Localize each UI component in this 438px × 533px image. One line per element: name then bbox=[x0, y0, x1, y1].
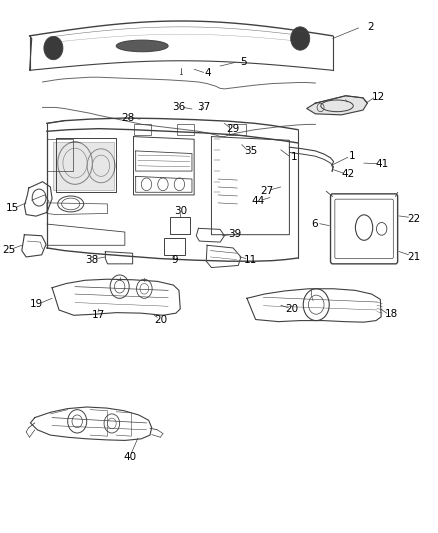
Bar bbox=[229, 124, 246, 135]
Bar bbox=[53, 142, 114, 190]
Text: 42: 42 bbox=[341, 169, 354, 179]
Text: 1: 1 bbox=[291, 152, 298, 162]
Text: 27: 27 bbox=[260, 185, 273, 196]
Text: 37: 37 bbox=[198, 102, 211, 112]
Text: 40: 40 bbox=[124, 453, 137, 463]
Text: 2: 2 bbox=[367, 22, 374, 32]
Ellipse shape bbox=[116, 40, 168, 52]
Bar bbox=[164, 238, 184, 255]
Bar bbox=[170, 216, 190, 233]
Text: 20: 20 bbox=[285, 304, 298, 314]
Text: 30: 30 bbox=[174, 206, 187, 216]
Text: 28: 28 bbox=[122, 112, 135, 123]
Text: 15: 15 bbox=[6, 203, 19, 213]
Text: 19: 19 bbox=[29, 298, 42, 309]
Text: 5: 5 bbox=[240, 57, 247, 67]
Text: 29: 29 bbox=[226, 124, 240, 134]
Text: 39: 39 bbox=[228, 229, 241, 239]
Text: 36: 36 bbox=[172, 102, 186, 112]
Text: 18: 18 bbox=[385, 309, 398, 319]
Bar bbox=[134, 124, 151, 135]
Text: 17: 17 bbox=[92, 310, 105, 320]
Text: 44: 44 bbox=[251, 196, 265, 206]
Text: 20: 20 bbox=[154, 314, 167, 325]
Polygon shape bbox=[307, 96, 367, 115]
Text: 25: 25 bbox=[3, 245, 16, 255]
Text: 4: 4 bbox=[205, 69, 211, 78]
Text: 9: 9 bbox=[171, 255, 177, 265]
Text: 21: 21 bbox=[407, 252, 420, 262]
Circle shape bbox=[44, 36, 63, 60]
Text: 11: 11 bbox=[244, 255, 257, 264]
Text: 22: 22 bbox=[407, 214, 420, 223]
Text: 12: 12 bbox=[371, 92, 385, 102]
Text: 6: 6 bbox=[311, 219, 318, 229]
Bar bbox=[177, 124, 194, 135]
Text: 35: 35 bbox=[244, 146, 257, 156]
Text: 38: 38 bbox=[85, 255, 98, 264]
Text: 1: 1 bbox=[349, 151, 356, 161]
Circle shape bbox=[291, 27, 310, 50]
Text: 41: 41 bbox=[375, 159, 388, 168]
